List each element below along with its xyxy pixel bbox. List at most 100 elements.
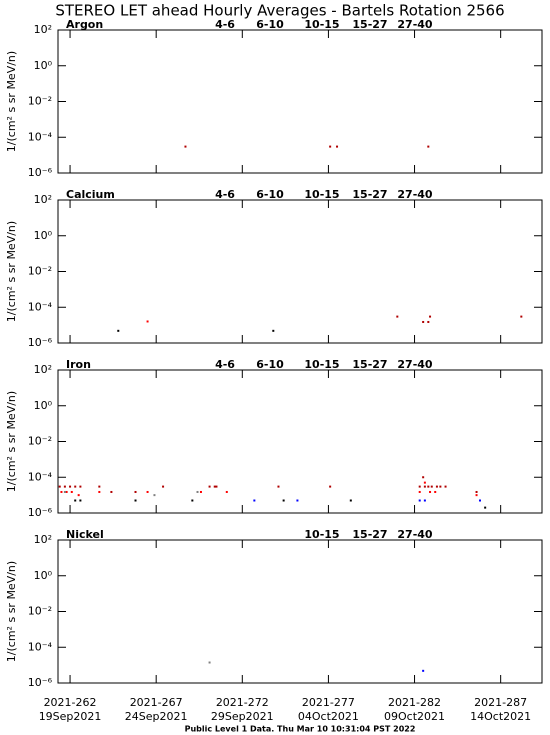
legend-entry: 15-27: [352, 188, 387, 201]
y-tick-label: 10²: [34, 193, 52, 206]
data-point: [208, 485, 211, 488]
y-tick-label: 10⁻²: [28, 265, 52, 278]
data-point: [74, 485, 77, 488]
y-tick-label: 10⁻²: [28, 95, 52, 108]
data-point: [520, 315, 523, 318]
plot-frame: [57, 539, 543, 684]
legend-entry: 6-10: [256, 18, 284, 31]
data-point: [199, 490, 202, 493]
data-point: [423, 485, 426, 488]
data-point: [422, 320, 425, 323]
data-point: [60, 490, 63, 493]
y-axis-label: 1/(cm² s sr MeV/n): [5, 391, 18, 492]
data-point: [329, 145, 332, 148]
data-point: [435, 485, 438, 488]
legend-entry: 4-6: [215, 358, 235, 371]
panel-label: Iron: [66, 358, 91, 371]
data-point: [329, 485, 332, 488]
data-point: [396, 315, 399, 318]
legend-entry: 10-15: [304, 528, 339, 541]
data-point: [418, 490, 421, 493]
legend-entry: 27-40: [397, 18, 433, 31]
data-point: [63, 485, 66, 488]
data-point: [427, 320, 430, 323]
x-tick-date: 24Sep2021: [125, 710, 188, 723]
legend-entry: 27-40: [397, 188, 433, 201]
legend-entry: 27-40: [397, 358, 433, 371]
y-tick-label: 10⁰: [34, 399, 53, 412]
data-point: [146, 320, 149, 323]
data-point: [434, 490, 437, 493]
data-point: [74, 499, 77, 502]
y-tick-label: 10⁻²: [28, 435, 52, 448]
data-point: [213, 485, 216, 488]
legend-entry: 4-6: [215, 18, 235, 31]
data-point: [98, 490, 101, 493]
data-point: [422, 669, 425, 672]
data-point: [208, 661, 211, 664]
legend-entry: 27-40: [397, 528, 433, 541]
data-point: [253, 499, 256, 502]
legend-entry: 6-10: [256, 188, 284, 201]
legend-entry: 15-27: [352, 18, 387, 31]
legend-entry: 15-27: [352, 528, 387, 541]
data-point: [215, 485, 218, 488]
data-point: [422, 476, 425, 479]
chart-title: STEREO LET ahead Hourly Averages - Barte…: [55, 2, 504, 20]
data-point: [349, 499, 352, 502]
y-tick-label: 10²: [34, 363, 52, 376]
data-point: [430, 485, 433, 488]
data-point: [153, 494, 156, 497]
x-tick-date: 04Oct2021: [298, 710, 359, 723]
data-point: [427, 485, 430, 488]
data-point: [439, 485, 442, 488]
y-tick-label: 10⁻⁴: [28, 300, 53, 313]
data-point: [277, 485, 280, 488]
data-point: [134, 499, 137, 502]
data-point: [69, 485, 72, 488]
x-tick-label: 2021-272: [216, 696, 269, 709]
y-tick-label: 10⁰: [34, 59, 53, 72]
x-tick-date: 29Sep2021: [211, 710, 274, 723]
x-tick-date: 14Oct2021: [470, 710, 531, 723]
y-tick-label: 10⁻⁴: [28, 640, 53, 653]
data-point: [58, 485, 61, 488]
legend-entry: 10-15: [304, 188, 339, 201]
data-point: [98, 485, 101, 488]
data-point: [418, 499, 421, 502]
data-point: [478, 499, 481, 502]
data-point: [79, 485, 82, 488]
data-point: [117, 329, 120, 332]
data-point: [110, 490, 113, 493]
data-point: [296, 499, 299, 502]
x-tick-label: 2021-282: [388, 696, 441, 709]
data-point: [336, 145, 339, 148]
footer: Public Level 1 Data. Thu Mar 10 10:31:04…: [185, 725, 416, 734]
x-tick-label: 2021-267: [130, 696, 183, 709]
y-tick-label: 10⁻⁴: [28, 130, 53, 143]
y-axis-label: 1/(cm² s sr MeV/n): [5, 561, 18, 662]
legend-entry: 6-10: [256, 358, 284, 371]
data-point: [423, 499, 426, 502]
x-tick-date: 19Sep2021: [39, 710, 102, 723]
y-tick-label: 10⁻⁶: [28, 336, 53, 349]
y-tick-label: 10⁻⁴: [28, 470, 53, 483]
data-point: [475, 494, 478, 497]
data-point: [196, 490, 199, 493]
data-point: [184, 145, 187, 148]
y-tick-label: 10⁻²: [28, 605, 52, 618]
data-point: [162, 485, 165, 488]
legend-entry: 15-27: [352, 358, 387, 371]
y-tick-label: 10²: [34, 23, 52, 36]
data-point: [63, 490, 66, 493]
data-point: [484, 506, 487, 509]
data-point: [146, 490, 149, 493]
x-tick-label: 2021-287: [474, 696, 527, 709]
y-tick-label: 10⁻⁶: [28, 676, 53, 689]
plot-frame: [57, 199, 543, 344]
data-point: [282, 499, 285, 502]
data-point: [429, 490, 432, 493]
y-tick-label: 10⁻⁶: [28, 506, 53, 519]
data-point: [70, 490, 73, 493]
